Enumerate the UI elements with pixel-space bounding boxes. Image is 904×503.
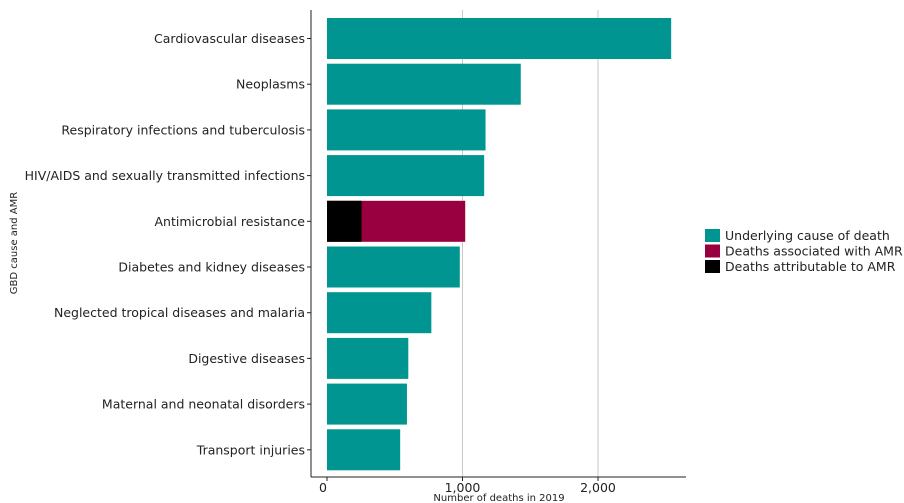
bar-underlying-2 (327, 109, 486, 151)
bar-underlying-9 (327, 429, 401, 471)
category-label-6: Neglected tropical diseases and malaria (54, 305, 305, 320)
y-axis-title: GBD cause and AMR (9, 192, 20, 294)
bar-underlying-7 (327, 337, 409, 379)
legend-swatch-1 (705, 244, 720, 258)
legend-label-1: Deaths associated with AMR (725, 244, 903, 259)
category-label-0: Cardiovascular diseases (154, 31, 305, 46)
x-axis-title: Number of deaths in 2019 (433, 493, 564, 503)
legend-label-2: Deaths attributable to AMR (725, 259, 896, 274)
bars (327, 18, 672, 471)
category-label-7: Digestive diseases (188, 351, 305, 366)
bar-underlying-0 (327, 18, 672, 59)
category-label-2: Respiratory infections and tuberculosis (61, 122, 305, 137)
legend-swatch-0 (705, 229, 720, 242)
x-ticks: 0 1,000 2,000 (319, 477, 616, 495)
category-labels: Cardiovascular diseases Neoplasms Respirat… (25, 31, 311, 457)
bar-underlying-1 (327, 63, 521, 105)
x-tick-label-0: 0 (319, 480, 327, 495)
bar-underlying-8 (327, 383, 407, 425)
x-tick-label-1: 1,000 (445, 480, 481, 495)
bar-amr-attributable-4 (327, 200, 362, 242)
legend-swatch-2 (705, 260, 720, 273)
category-label-5: Diabetes and kidney diseases (118, 260, 305, 275)
legend-label-0: Underlying cause of death (725, 228, 890, 243)
x-tick-label-2: 2,000 (580, 480, 616, 495)
category-label-8: Maternal and neonatal disorders (102, 397, 305, 412)
category-label-3: HIV/AIDS and sexually transmitted infect… (25, 168, 305, 183)
category-label-4: Antimicrobial resistance (155, 214, 306, 229)
bar-underlying-5 (327, 246, 460, 288)
bar-underlying-6 (327, 292, 432, 334)
category-label-1: Neoplasms (236, 77, 305, 92)
bar-underlying-3 (327, 155, 485, 197)
category-label-9: Transport injuries (196, 442, 305, 457)
